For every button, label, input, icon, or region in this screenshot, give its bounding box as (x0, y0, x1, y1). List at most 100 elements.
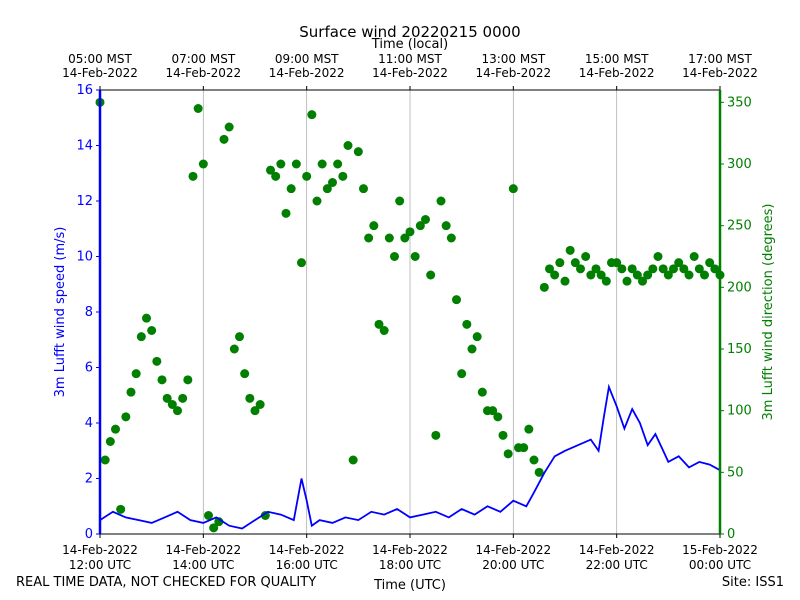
top-tick-date: 14-Feb-2022 (62, 66, 138, 80)
direction-point (188, 171, 198, 181)
direction-point (126, 387, 136, 397)
direction-point (260, 511, 270, 520)
direction-point (359, 184, 368, 194)
direction-point (183, 375, 193, 385)
direction-point (307, 110, 317, 120)
direction-point (317, 159, 327, 169)
direction-point (400, 233, 410, 243)
direction-point (472, 332, 482, 342)
direction-point (653, 252, 663, 261)
direction-point (147, 326, 157, 335)
direction-point (467, 344, 477, 354)
top-tick-date: 14-Feb-2022 (372, 66, 448, 80)
direction-point (374, 319, 384, 329)
direction-point (348, 455, 358, 465)
direction-point (596, 270, 606, 280)
direction-point (679, 264, 689, 274)
bottom-axis-label: Time (UTC) (373, 578, 446, 593)
direction-point (431, 430, 441, 440)
direction-point (689, 252, 699, 261)
direction-point (648, 264, 658, 274)
right-tick-label: 350 (727, 95, 752, 110)
direction-point (617, 264, 627, 274)
direction-point (390, 252, 399, 261)
direction-point (162, 393, 172, 403)
left-tick-label: 0 (85, 527, 93, 542)
left-axis-label: 3m Lufft wind speed (m/s) (53, 227, 68, 398)
direction-point (694, 264, 704, 274)
direction-point (281, 208, 291, 218)
direction-point (322, 184, 332, 194)
direction-point (586, 270, 596, 280)
direction-point (498, 430, 508, 440)
top-tick-time: 13:00 MST (481, 52, 545, 66)
direction-point (131, 369, 141, 379)
direction-point (539, 282, 549, 292)
left-y-ticks: 0 2 4 6 8 10 12 14 16 (76, 83, 100, 542)
left-tick-label: 6 (85, 361, 93, 376)
direction-point (545, 264, 554, 274)
bottom-tick-date: 14-Feb-2022 (579, 543, 655, 557)
top-tick-time: 11:00 MST (378, 52, 442, 66)
top-tick-time: 09:00 MST (275, 52, 339, 66)
direction-point (136, 332, 146, 342)
direction-point (255, 400, 265, 409)
top-tick-time: 07:00 MST (171, 52, 235, 66)
top-tick-date: 14-Feb-2022 (682, 66, 758, 80)
direction-point (297, 258, 306, 268)
direction-point (333, 159, 343, 169)
wind-speed-line (99, 383, 721, 530)
direction-point (710, 264, 720, 274)
bottom-tick-time: 18:00 UTC (379, 558, 441, 572)
direction-point (426, 270, 436, 280)
direction-point (224, 122, 234, 132)
right-tick-label: 200 (727, 280, 752, 295)
bottom-tick-time: 14:00 UTC (172, 558, 234, 572)
right-tick-label: 0 (727, 527, 735, 542)
direction-point (266, 165, 275, 175)
direction-point (198, 159, 208, 169)
direction-point (576, 264, 585, 274)
bottom-tick-time: 00:00 UTC (689, 558, 751, 572)
top-tick-date: 14-Feb-2022 (579, 66, 655, 80)
top-axis-label: Time (local) (371, 37, 448, 52)
direction-point (632, 270, 642, 280)
bottom-tick-time: 20:00 UTC (482, 558, 544, 572)
direction-point (152, 356, 162, 366)
bottom-tick-time: 16:00 UTC (276, 558, 338, 572)
direction-point (364, 233, 374, 243)
direction-point (700, 270, 709, 280)
direction-point (405, 227, 415, 237)
bottom-tick-date: 14-Feb-2022 (475, 543, 551, 557)
direction-point (116, 504, 126, 514)
left-tick-label: 4 (85, 416, 93, 431)
direction-point (219, 134, 229, 144)
left-tick-label: 2 (85, 472, 93, 487)
direction-point (529, 455, 539, 465)
site-label: Site: ISS1 (721, 575, 784, 590)
right-tick-label: 50 (727, 465, 744, 480)
direction-point (245, 393, 255, 403)
direction-point (508, 184, 518, 194)
left-tick-label: 10 (76, 250, 93, 265)
direction-point (105, 437, 115, 446)
direction-point (555, 258, 565, 268)
direction-point (204, 511, 213, 520)
direction-point (142, 313, 151, 323)
direction-point (488, 406, 498, 416)
direction-point (193, 104, 203, 113)
direction-point (338, 171, 348, 181)
direction-point (328, 178, 337, 187)
top-tick-time: 05:00 MST (68, 52, 132, 66)
direction-point (121, 412, 131, 422)
direction-point (452, 295, 461, 305)
direction-point (415, 221, 425, 231)
direction-point (276, 159, 286, 169)
direction-point (550, 270, 560, 280)
direction-point (395, 196, 405, 206)
direction-point (658, 264, 668, 274)
direction-point (100, 455, 110, 465)
bottom-tick-date: 14-Feb-2022 (165, 543, 241, 557)
